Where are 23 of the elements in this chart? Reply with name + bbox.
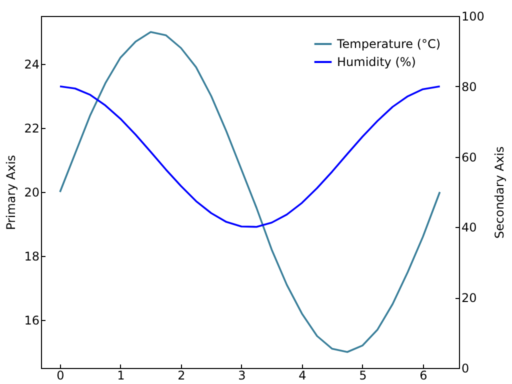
x-tick-label: 2 <box>178 368 186 382</box>
x-tick-label: 0 <box>56 368 64 382</box>
y2-tick-label: 20 <box>462 291 477 306</box>
y2-axis-title: Secondary Axis <box>492 146 506 239</box>
y-tick-label: 22 <box>24 122 40 136</box>
y-axis-title: Primary Axis <box>4 154 18 230</box>
y-tick-label: 18 <box>24 250 40 264</box>
x-tick-label: 1 <box>117 368 125 382</box>
x-tick-label: 5 <box>359 368 367 382</box>
y2-tick-label: 60 <box>462 150 477 164</box>
line-series <box>59 31 441 353</box>
y-tick-label: 24 <box>24 58 40 72</box>
line-series <box>59 86 441 228</box>
legend-label: Humidity (%) <box>337 55 416 69</box>
legend-label: Temperature (°C) <box>336 37 441 51</box>
y2-tick-label: 80 <box>462 80 477 94</box>
x-tick-label: 6 <box>420 368 428 382</box>
y2-tick-label: 100 <box>462 10 484 24</box>
y2-tick-label: 40 <box>462 220 477 235</box>
y-tick-label: 16 <box>24 314 40 328</box>
x-tick-label: 3 <box>238 368 246 382</box>
x-tick-label: 4 <box>298 368 306 382</box>
y-tick-label: 20 <box>24 186 40 200</box>
